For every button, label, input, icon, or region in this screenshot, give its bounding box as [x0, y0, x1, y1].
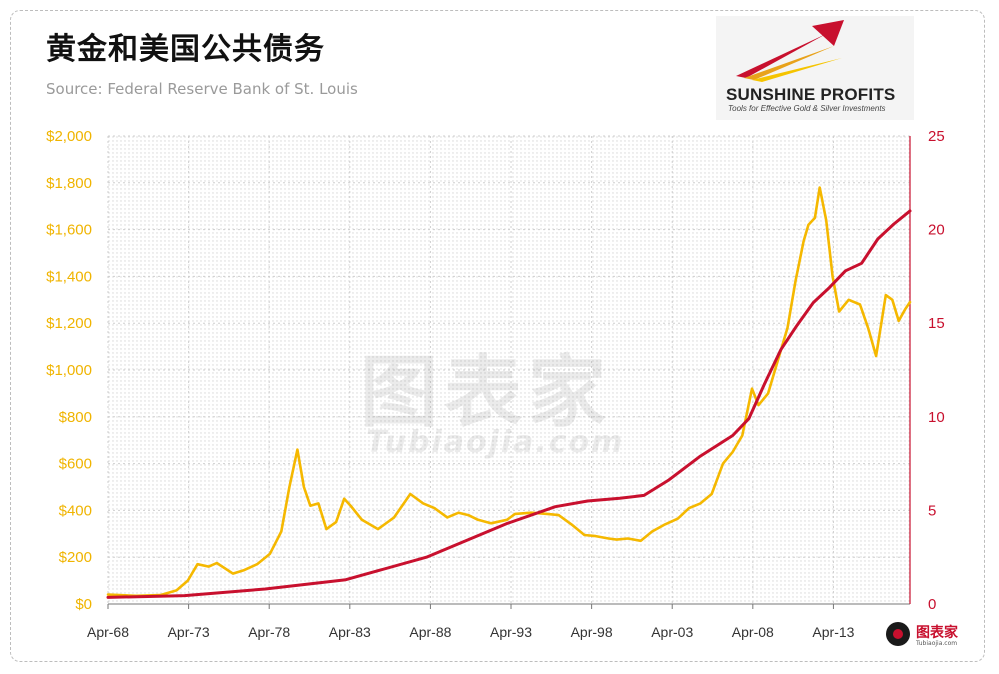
brand-logo-icon — [886, 622, 910, 646]
y-right-tick-label: 20 — [928, 222, 945, 239]
watermark-subtext: Tubiaojia.com — [366, 425, 625, 460]
x-tick-label: Apr-73 — [168, 624, 210, 640]
y-right-tick-label: 10 — [928, 409, 945, 426]
gold-price-line — [106, 186, 912, 598]
y-left-tick-label: $400 — [59, 502, 92, 519]
watermark-text: 图表家 — [360, 348, 613, 438]
y-left-tick-label: $600 — [59, 456, 92, 473]
y-left-tick-label: $1,800 — [46, 175, 92, 192]
y-right-tick-label: 15 — [928, 315, 945, 332]
y-left-tick-label: $1,200 — [46, 315, 92, 332]
sunshine-profits-logo-icon — [716, 16, 914, 120]
source-note: Source: Federal Reserve Bank of St. Loui… — [46, 80, 358, 98]
x-tick-label: Apr-08 — [732, 624, 774, 640]
x-tick-label: Apr-03 — [651, 624, 693, 640]
y-right-tick-label: 5 — [928, 502, 936, 519]
y-left-tick-label: $800 — [59, 409, 92, 426]
x-tick-label: Apr-88 — [409, 624, 451, 640]
y-right-tick-label: 0 — [928, 596, 936, 613]
y-left-tick-label: $2,000 — [46, 128, 92, 145]
x-tick-label: Apr-68 — [87, 624, 129, 640]
x-tick-label: Apr-78 — [248, 624, 290, 640]
brand-text: 图表家 — [916, 625, 958, 641]
x-tick-label: Apr-93 — [490, 624, 532, 640]
y-left-tick-label: $0 — [75, 596, 92, 613]
y-left-tick-label: $1,000 — [46, 362, 92, 379]
page-title: 黄金和美国公共债务 — [46, 32, 325, 67]
x-tick-label: Apr-83 — [329, 624, 371, 640]
x-tick-label: Apr-13 — [812, 624, 854, 640]
y-left-tick-label: $200 — [59, 549, 92, 566]
y-right-tick-label: 25 — [928, 128, 945, 145]
logo-name: SUNSHINE PROFITS — [726, 85, 896, 104]
y-left-tick-label: $1,600 — [46, 222, 92, 239]
brand-url: Tubiaojia.com — [916, 640, 958, 647]
logo-tagline: Tools for Effective Gold & Silver Invest… — [728, 104, 886, 113]
public-debt-line — [106, 209, 912, 599]
y-left-tick-label: $1,400 — [46, 268, 92, 285]
x-tick-label: Apr-98 — [571, 624, 613, 640]
